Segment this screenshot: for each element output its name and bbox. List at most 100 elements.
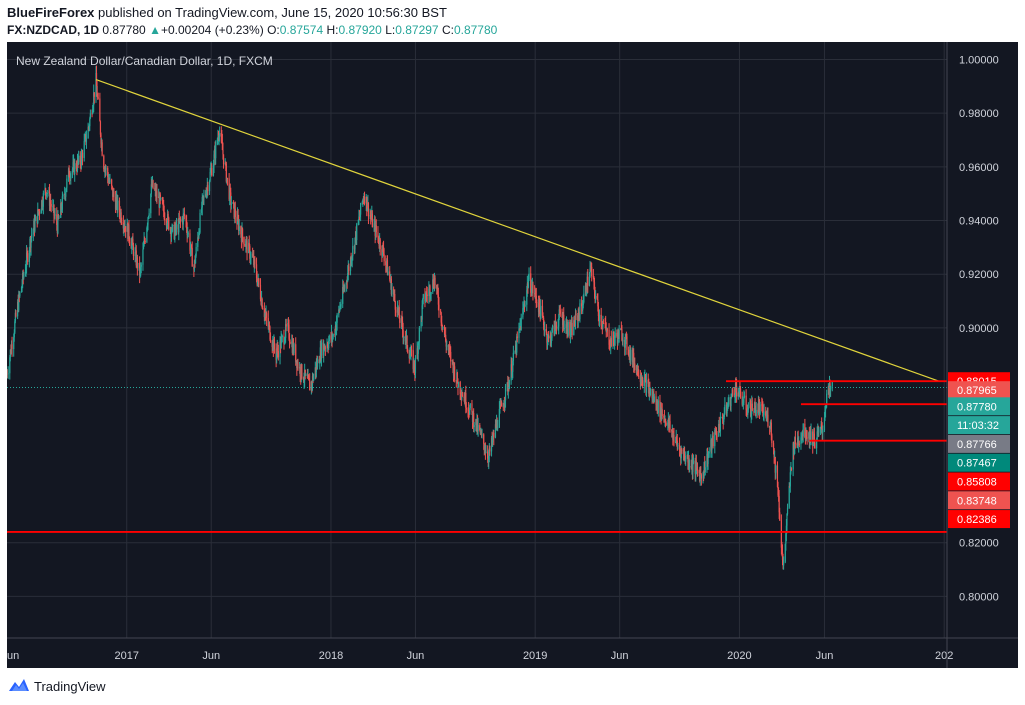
candle-body: [763, 411, 765, 416]
chart-title: New Zealand Dollar/Canadian Dollar, 1D, …: [16, 54, 273, 68]
author-name[interactable]: BlueFireForex: [7, 5, 95, 20]
candle-body: [471, 403, 473, 412]
candle-body: [381, 245, 384, 256]
candle-body: [522, 307, 525, 309]
candle-body: [437, 287, 439, 295]
candle-body: [261, 298, 263, 309]
x-tick-label: 2020: [727, 650, 751, 662]
tradingview-logo-icon[interactable]: [8, 677, 30, 693]
candle-body: [446, 345, 448, 347]
candle-body: [61, 196, 63, 210]
candle-body: [675, 441, 677, 443]
candle-body: [366, 209, 368, 211]
candle-body: [822, 430, 824, 433]
candle-body: [770, 422, 772, 436]
candle-body: [371, 213, 373, 228]
candle-body: [20, 286, 23, 293]
candle-body: [88, 126, 90, 128]
candle-body: [501, 402, 503, 407]
candle-body: [512, 360, 514, 372]
candle-body: [779, 512, 781, 521]
candle-body: [37, 209, 39, 224]
x-tick-label: 2017: [114, 650, 138, 662]
candle-body: [118, 200, 121, 213]
candle-body: [276, 353, 278, 360]
candle-body: [574, 325, 576, 327]
candle-body: [80, 152, 83, 166]
candle-body: [375, 225, 377, 233]
candle-body: [445, 341, 447, 347]
candle-body: [11, 344, 13, 350]
candle-body: [31, 234, 33, 238]
candle-body: [241, 228, 244, 238]
price-label-bg: [948, 472, 1010, 491]
candle-body: [557, 326, 559, 329]
candle-body: [328, 341, 330, 348]
candles: [7, 65, 833, 570]
candle-body: [614, 337, 616, 344]
candle-body: [342, 286, 344, 304]
candle-body: [547, 336, 549, 341]
candle-body: [413, 360, 415, 370]
candle-body: [14, 321, 16, 333]
candle-body: [395, 309, 397, 313]
candle-body: [83, 141, 85, 158]
candle-body: [775, 465, 777, 473]
candle-body: [755, 409, 757, 416]
candle-body: [696, 466, 699, 471]
candle-body: [620, 328, 622, 330]
candle-body: [739, 388, 742, 397]
candle-body: [85, 134, 87, 143]
price-label-bg: [948, 416, 1010, 435]
candle-body: [66, 178, 68, 188]
candle-body: [750, 413, 752, 417]
candle-body: [263, 309, 265, 317]
candle-body: [61, 209, 63, 211]
candle-body: [593, 282, 596, 292]
candle-body: [422, 299, 424, 306]
candle-body: [503, 404, 505, 407]
candle-body: [450, 351, 452, 362]
candle-body: [771, 435, 773, 444]
candle-body: [777, 494, 780, 497]
candle-body: [503, 404, 506, 406]
candle-body: [74, 163, 76, 175]
candle-body: [412, 350, 414, 370]
chart-area[interactable]: 1.00000 0.98000 0.96000 0.94000 0.92000 0.900…: [7, 42, 1018, 668]
candle-body: [704, 462, 706, 473]
candle-body: [132, 238, 134, 246]
open-value: 0.87574: [279, 23, 324, 37]
candle-body: [7, 373, 9, 375]
candle-body: [783, 561, 785, 566]
candle-body: [657, 400, 659, 413]
candle-body: [295, 344, 297, 363]
candle-body: [624, 336, 626, 348]
candle-body: [590, 265, 592, 267]
candle-body: [140, 266, 142, 271]
candle-body: [751, 403, 753, 411]
candle-body: [785, 533, 787, 544]
candle-body: [824, 408, 827, 411]
candle-body: [816, 431, 818, 440]
candle-body: [120, 212, 122, 222]
candle-body: [542, 317, 545, 326]
candle-body: [716, 435, 718, 437]
candle-body: [363, 196, 366, 204]
candle-body: [81, 152, 84, 158]
candle-body: [222, 150, 224, 155]
candle-body: [25, 252, 28, 267]
candle-body: [589, 268, 591, 277]
candle-body: [72, 162, 74, 170]
candle-body: [734, 395, 736, 397]
tradingview-brand[interactable]: TradingView: [34, 679, 106, 694]
candle-body: [152, 180, 154, 189]
price-chart[interactable]: 1.00000 0.98000 0.96000 0.94000 0.92000 0.900…: [7, 42, 1018, 668]
candle-body: [198, 233, 200, 238]
candle-body: [434, 277, 436, 286]
candle-body: [819, 426, 822, 429]
candle-body: [48, 191, 51, 206]
candle-body: [201, 197, 203, 208]
candle-body: [22, 273, 24, 278]
candle-body: [673, 434, 675, 443]
candle-body: [776, 465, 779, 488]
